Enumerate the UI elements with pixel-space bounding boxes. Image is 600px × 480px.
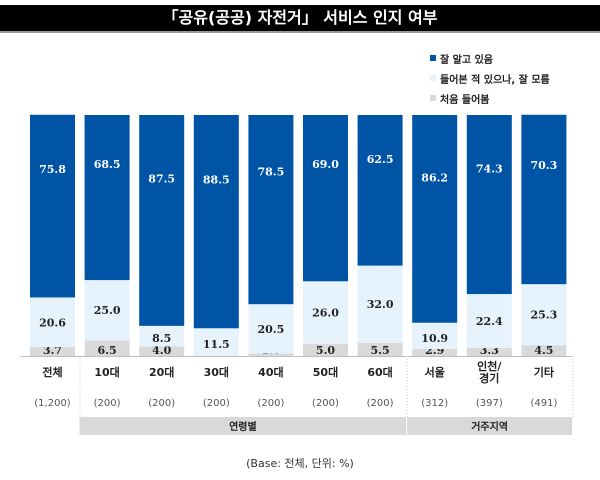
value-label: 4.0: [152, 344, 171, 357]
value-label: 74.3: [476, 162, 503, 175]
bar-segment-2: [412, 115, 458, 323]
category-label: 30대: [204, 365, 229, 379]
category-label: 20대: [149, 365, 174, 379]
legend-item-aware: 잘 알고 있음: [430, 48, 550, 68]
legend: 잘 알고 있음 들어본 적 있으나, 잘 모름 처음 들어봄: [430, 48, 550, 108]
value-label: 62.5: [367, 153, 394, 166]
group-label: 거주지역: [471, 420, 508, 433]
value-label: 70.3: [531, 159, 558, 172]
category-label: 50대: [313, 365, 338, 379]
value-label: 87.5: [148, 172, 175, 185]
sample-size-label: (200): [367, 398, 394, 409]
category-label: 40대: [258, 365, 283, 379]
bar-segment-0: [521, 345, 567, 356]
value-label: 78.5: [258, 166, 285, 179]
legend-label-heard: 들어본 적 있으나, 잘 모름: [440, 74, 550, 86]
legend-label-first: 처음 들어봄: [440, 94, 490, 106]
chart-title: 「공유(공공) 자전거」 서비스 인지 여부: [162, 8, 438, 27]
category-label: 기타: [534, 365, 555, 379]
bar-segment-1: [303, 281, 348, 344]
value-label: 20.6: [39, 316, 66, 329]
value-label: 4.5: [534, 344, 553, 357]
category-label: 10대: [94, 365, 119, 379]
legend-label-aware: 잘 알고 있음: [440, 54, 493, 66]
footnote: (Base: 전체, 단위: %): [246, 457, 354, 470]
sample-size-label: (491): [530, 398, 557, 409]
bar-segment-0: [357, 342, 403, 356]
value-label: 8.5: [152, 332, 171, 345]
group-box: [79, 417, 407, 435]
value-label: 11.5: [203, 338, 230, 351]
value-label: 32.0: [367, 298, 394, 311]
sample-size-label: (200): [312, 398, 339, 409]
legend-swatch-heard: [430, 75, 436, 81]
bar-segment-2: [30, 114, 75, 298]
value-label: 22.4: [476, 315, 503, 328]
legend-swatch-first: [430, 95, 436, 101]
sample-size-label: (200): [203, 398, 230, 409]
category-label: 60대: [367, 365, 392, 379]
bar-segment-0: [84, 340, 130, 356]
value-label: 25.0: [94, 304, 121, 317]
group-box: [407, 417, 572, 435]
value-label: 5.5: [371, 344, 390, 357]
bar-segment-1: [466, 294, 512, 349]
value-label: 75.8: [39, 163, 66, 176]
category-label: 전체: [42, 365, 62, 379]
bar-segment-1: [139, 325, 185, 347]
value-label: 10.9: [421, 332, 448, 345]
bar-segment-0: [139, 346, 185, 356]
bar-segment-1: [248, 304, 294, 354]
bar-segment-1: [30, 297, 75, 348]
title-bar: [0, 5, 600, 33]
group-label: 연령별: [229, 420, 257, 433]
bar-segment-2: [357, 115, 403, 266]
bar-segment-2: [466, 115, 512, 295]
sample-size-label: (200): [257, 398, 284, 409]
value-label: 26.0: [312, 307, 339, 320]
bar-segment-1: [357, 265, 403, 343]
sample-size-label: (1,200): [34, 398, 71, 409]
sample-size-label: (200): [94, 398, 121, 409]
value-label: 5.0: [316, 344, 335, 357]
bar-segment-0: [303, 343, 348, 356]
value-label: 25.3: [531, 309, 558, 322]
sample-size-label: (312): [421, 398, 448, 409]
legend-swatch-aware: [430, 55, 436, 61]
bar-segment-2: [84, 115, 130, 281]
bar-segment-0: [466, 348, 512, 356]
bar-segment-1: [193, 328, 239, 356]
bar-segment-1: [84, 280, 130, 341]
value-label: 6.5: [98, 344, 117, 357]
category-label: 인천/: [477, 359, 502, 373]
value-label: 86.2: [421, 171, 448, 184]
sample-size-label: (200): [148, 398, 175, 409]
category-label: 서울: [425, 365, 445, 379]
legend-item-first: 처음 들어봄: [430, 88, 550, 108]
bar-segment-0: [248, 353, 294, 356]
bar-segment-2: [521, 114, 567, 285]
value-label: 3.7: [43, 344, 62, 357]
category-label: 경기: [479, 371, 499, 385]
bar-segment-2: [303, 115, 348, 282]
legend-item-heard: 들어본 적 있으나, 잘 모름: [430, 68, 550, 88]
bar-segment-1: [412, 322, 458, 350]
sample-size-label: (397): [476, 398, 503, 409]
bar-segment-0: [412, 349, 458, 356]
value-label: 88.5: [203, 173, 230, 186]
bar-segment-2: [248, 115, 294, 305]
bar-segment-1: [521, 284, 567, 346]
value-label: 68.5: [94, 158, 121, 171]
bar-segment-2: [139, 115, 185, 326]
bar-segment-0: [30, 347, 75, 356]
value-label: 20.5: [258, 323, 285, 336]
value-label: 69.0: [312, 158, 339, 171]
bar-segment-2: [193, 115, 239, 329]
